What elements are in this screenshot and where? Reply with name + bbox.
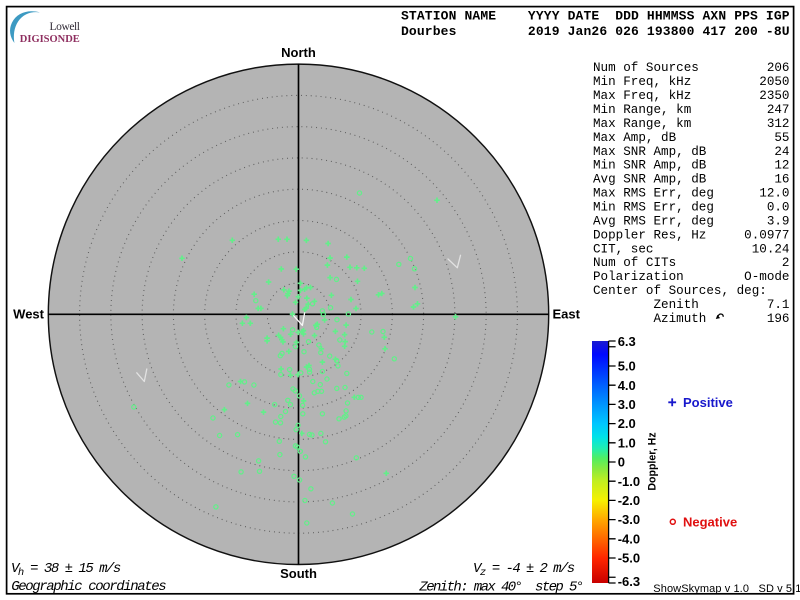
svg-text:0: 0 xyxy=(618,455,625,470)
svg-text:Min Freq, kHz 2050: Min Freq, kHz 2050 xyxy=(593,75,790,89)
svg-text:Avg RMS Err, deg 3.9: Avg RMS Err, deg 3.9 xyxy=(593,214,790,228)
svg-text:Zenith 7.1: Zenith 7.1 xyxy=(593,298,790,312)
svg-text:Max Amp, dB 55: Max Amp, dB 55 xyxy=(593,131,790,145)
svg-text:Num of Sources 206: Num of Sources 206 xyxy=(593,61,790,75)
svg-text:2.0: 2.0 xyxy=(618,416,636,431)
svg-text:Max Freq, kHz 2350: Max Freq, kHz 2350 xyxy=(593,89,790,103)
svg-text:6.3: 6.3 xyxy=(618,334,636,349)
svg-text:Geographic coordinates: Geographic coordinates xyxy=(11,579,166,595)
svg-text:Doppler Res, Hz 0.0977: Doppler Res, Hz 0.0977 xyxy=(593,228,790,242)
svg-text:STATION NAME YYYY DATE DDD: STATION NAME YYYY DATE DDD HHMMSS AXN PP… xyxy=(401,9,790,24)
svg-text:Azimuth 196: Azimuth 196 xyxy=(593,312,790,326)
svg-text:Avg SNR Amp, dB 16: Avg SNR Amp, dB 16 xyxy=(593,173,790,187)
svg-text:-2.0: -2.0 xyxy=(618,493,640,508)
svg-text:South: South xyxy=(280,566,317,581)
svg-text:North: North xyxy=(281,45,316,60)
svg-text:4.0: 4.0 xyxy=(618,378,636,393)
svg-text:5.0: 5.0 xyxy=(618,359,636,374)
svg-text:Zenith: max 40° step 5°: Zenith: max 40° step 5° xyxy=(418,579,582,595)
svg-text:Max Range, km 312: Max Range, km 312 xyxy=(593,117,790,131)
svg-text:-5.0: -5.0 xyxy=(618,551,640,566)
svg-text:Positive: Positive xyxy=(683,395,733,410)
svg-text:-4.0: -4.0 xyxy=(618,531,640,546)
svg-text:Max RMS Err, deg 12.0: Max RMS Err, deg 12.0 xyxy=(593,187,790,201)
svg-text:Vh = 38 ± 15 m/s: Vh = 38 ± 15 m/s xyxy=(11,561,121,579)
svg-text:Negative: Negative xyxy=(683,515,737,530)
svg-text:Min RMS Err, deg 0.0: Min RMS Err, deg 0.0 xyxy=(593,201,790,215)
svg-text:Dourbes 2019 Jan26 026: Dourbes 2019 Jan26 026 193800 417 200 -8… xyxy=(401,24,790,39)
svg-text:West: West xyxy=(13,306,44,321)
svg-text:CIT, sec 10.24: CIT, sec 10.24 xyxy=(593,242,790,256)
svg-text:Max SNR Amp, dB 24: Max SNR Amp, dB 24 xyxy=(593,145,790,159)
svg-text:1.0: 1.0 xyxy=(618,435,636,450)
svg-text:Doppler, Hz: Doppler, Hz xyxy=(646,432,658,490)
svg-text:-6.3: -6.3 xyxy=(618,574,640,589)
svg-text:Lowell: Lowell xyxy=(50,21,81,33)
svg-text:-3.0: -3.0 xyxy=(618,512,640,527)
svg-text:Center of Sources, deg:: Center of Sources, deg: xyxy=(593,284,767,298)
svg-text:-1.0: -1.0 xyxy=(618,474,640,489)
svg-text:ShowSkymap v 1.0 SD v 5.1: ShowSkymap v 1.0 SD v 5.1 xyxy=(653,583,800,595)
svg-text:Num of CITs 2: Num of CITs 2 xyxy=(593,256,790,270)
svg-text:Polarization O-mode: Polarization O-mode xyxy=(593,270,790,284)
svg-text:DIGISONDE: DIGISONDE xyxy=(20,33,80,45)
svg-text:Min Range, km 247: Min Range, km 247 xyxy=(593,103,790,117)
svg-text:3.0: 3.0 xyxy=(618,397,636,412)
svg-text:Min SNR Amp, dB 12: Min SNR Amp, dB 12 xyxy=(593,159,790,173)
svg-text:Vz = -4 ± 2 m/s: Vz = -4 ± 2 m/s xyxy=(473,561,575,579)
svg-text:East: East xyxy=(553,306,581,321)
